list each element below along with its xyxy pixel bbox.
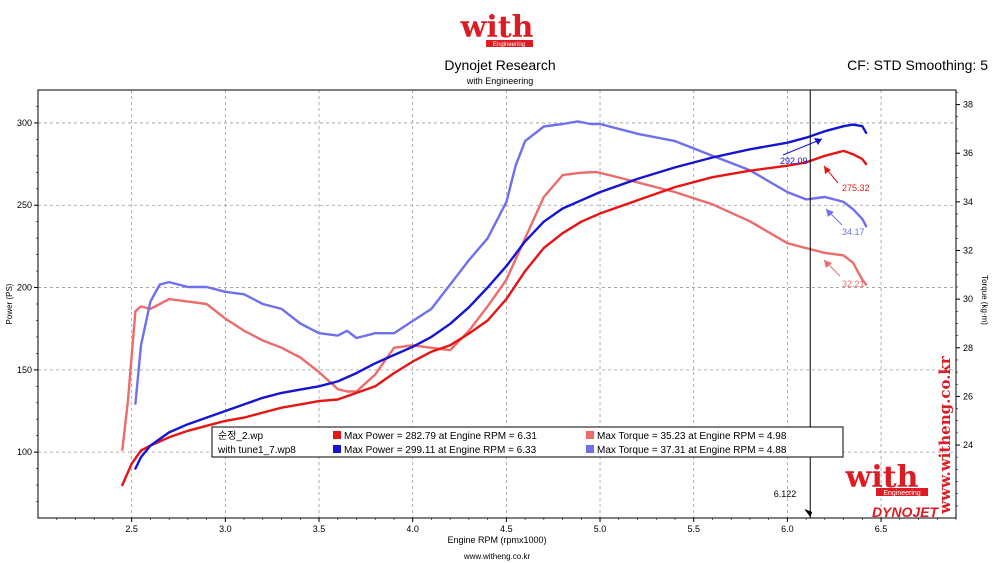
- dynojet-logo: DYNOJET: [872, 504, 940, 520]
- legend-swatch-run1-power: [333, 431, 341, 439]
- y-axis-right: 24 26 28 30 32 34 36 38: [956, 92, 973, 507]
- legend-power-run1: Max Power = 282.79 at Engine RPM = 6.31: [344, 431, 537, 442]
- legend-swatch-run2-torque: [586, 445, 594, 453]
- y-axis-left: 100 150 200 250 300: [17, 106, 38, 502]
- marker-value-run1-torque: 32.21: [842, 279, 865, 289]
- x-tick-label: 5.5: [687, 524, 700, 534]
- x-tick-label: 3.5: [313, 524, 326, 534]
- marker-value-run2-power: 292.09: [780, 156, 808, 166]
- y-tick-label: 300: [17, 118, 32, 128]
- legend-box: [211, 426, 844, 458]
- x-tick-label: 6.0: [781, 524, 794, 534]
- watermark-logo-sub: Engineering: [883, 490, 920, 497]
- legend-file-run1: 순정_2.wp: [218, 430, 264, 442]
- rpm-cursor-label: 6.122: [774, 489, 797, 499]
- series-group: [121, 120, 868, 487]
- y2-tick-label: 30: [963, 294, 973, 304]
- chart-title: Dynojet Research: [444, 57, 555, 73]
- cursor-value-markers: 292.09 275.32 34.17 32.21: [780, 138, 870, 289]
- y-tick-label: 200: [17, 283, 32, 293]
- footer-url: www.witheng.co.kr: [463, 552, 531, 561]
- y2-tick-label: 28: [963, 343, 973, 353]
- x-tick-label: 5.0: [594, 524, 607, 534]
- watermark-logo-bar: [876, 488, 928, 496]
- y2-tick-label: 24: [963, 440, 973, 450]
- vertical-url-watermark: www.witheng.co.kr: [936, 355, 954, 515]
- y2-tick-label: 34: [963, 197, 973, 207]
- correction-info: CF: STD Smoothing: 5: [847, 57, 988, 73]
- x-tick-label: 2.5: [125, 524, 138, 534]
- y2-tick-label: 36: [963, 148, 973, 158]
- marker-arrow-run2-power: [814, 138, 822, 145]
- legend: 순정_2.wp Max Power = 282.79 at Engine RPM…: [211, 426, 844, 458]
- x-tick-label: 4.0: [406, 524, 419, 534]
- legend-torque-run1: Max Torque = 35.23 at Engine RPM = 4.98: [597, 431, 787, 442]
- legend-file-run2: with tune1_7.wp8: [217, 445, 296, 456]
- legend-swatch-run1-torque: [586, 431, 594, 439]
- series-line-tune-torque: [134, 120, 868, 405]
- marker-arrow-run1-power: [824, 166, 831, 174]
- marker-line-run2-power: [782, 138, 823, 156]
- rpm-cursor-arrow: [804, 509, 813, 517]
- x-axis-label: Engine RPM (rpmx1000): [447, 535, 546, 545]
- y-tick-label: 250: [17, 200, 32, 210]
- chart-subtitle: with Engineering: [466, 76, 534, 86]
- y2-tick-label: 38: [963, 100, 973, 110]
- brand-logo-bar: [486, 40, 533, 47]
- legend-power-run2: Max Power = 299.11 at Engine RPM = 6.33: [344, 445, 537, 456]
- marker-value-run2-torque: 34.17: [842, 227, 865, 237]
- y2-tick-label: 32: [963, 246, 973, 256]
- legend-swatch-run2-power: [333, 445, 341, 453]
- y2-axis-label: Torque (kg·m): [980, 275, 989, 325]
- marker-value-run1-power: 275.32: [842, 183, 870, 193]
- y-tick-label: 150: [17, 365, 32, 375]
- y-axis-label: Power (PS): [5, 283, 14, 324]
- brand-logo-sub: Engineering: [493, 42, 525, 48]
- series-line-stock-torque: [121, 170, 868, 452]
- marker-arrow-run1-torque: [824, 260, 832, 268]
- x-tick-label: 3.0: [219, 524, 232, 534]
- x-tick-label: 4.5: [500, 524, 513, 534]
- y2-tick-label: 26: [963, 391, 973, 401]
- marker-arrow-run2-torque: [826, 209, 834, 217]
- legend-torque-run2: Max Torque = 37.31 at Engine RPM = 4.88: [597, 445, 787, 456]
- brand-logo: with: [460, 10, 534, 45]
- x-axis: 2.5 3.0 3.5 4.0 4.5 5.0 5.5 6.0 6.5: [56, 518, 957, 534]
- y-tick-label: 100: [17, 447, 32, 457]
- series-line-stock-power: [121, 149, 868, 487]
- series-line-tune-power: [134, 123, 868, 470]
- x-tick-label: 6.5: [875, 524, 888, 534]
